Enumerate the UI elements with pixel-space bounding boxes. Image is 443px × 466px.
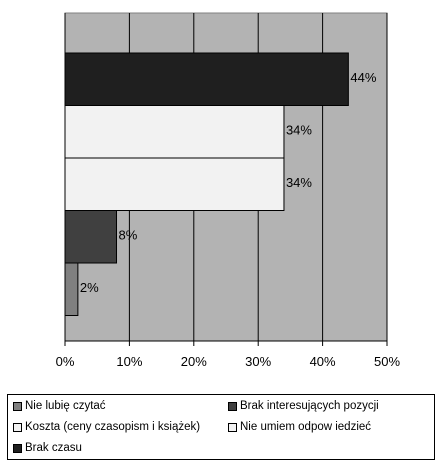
x-tick-label: 40% [310, 354, 336, 369]
legend-swatch [228, 401, 237, 411]
legend-label: Nie lubię czytać [25, 400, 106, 412]
bar [64, 52, 349, 106]
data-label: 34% [286, 175, 312, 190]
bar [64, 105, 285, 159]
data-label: 44% [350, 70, 376, 85]
x-tick-label: 10% [116, 354, 142, 369]
bar-chart: 44% 34% 34% 8% 2% 0% 10% 20% 30% 40% 50% [56, 12, 400, 369]
data-label: 8% [119, 228, 138, 243]
x-tick-label: 20% [181, 354, 207, 369]
bar [64, 157, 285, 211]
x-tick-label: 30% [245, 354, 271, 369]
x-tick-label: 50% [374, 354, 400, 369]
legend-item-brak-interesujacych-pozycji: Brak interesujących pozycji [228, 400, 379, 412]
legend-label: Brak interesujących pozycji [240, 400, 379, 412]
legend: Nie lubię czytać Brak interesujących poz… [7, 394, 435, 460]
legend-item-koszta: Koszta (ceny czasopism i książek) [13, 421, 200, 433]
legend-label: Brak czasu [25, 442, 82, 454]
legend-item-nie-umiem-odpowiedziec: Nie umiem odpow iedzieć [228, 421, 371, 433]
legend-item-nie-lubie-czytac: Nie lubię czytać [13, 400, 106, 412]
legend-swatch [13, 401, 22, 411]
legend-label: Koszta (ceny czasopism i książek) [25, 421, 201, 433]
legend-label: Nie umiem odpow iedzieć [240, 421, 372, 433]
data-labels: 44% 34% 34% 8% 2% [80, 70, 377, 295]
legend-swatch [13, 422, 22, 432]
bar [64, 210, 118, 264]
legend-swatch [228, 422, 237, 432]
x-tick-label: 0% [56, 354, 75, 369]
data-label: 34% [286, 123, 312, 138]
data-label: 2% [80, 280, 99, 295]
legend-item-brak-czasu: Brak czasu [13, 442, 82, 454]
legend-swatch [13, 443, 22, 453]
x-axis: 0% 10% 20% 30% 40% 50% [56, 13, 400, 369]
bar [64, 262, 79, 316]
